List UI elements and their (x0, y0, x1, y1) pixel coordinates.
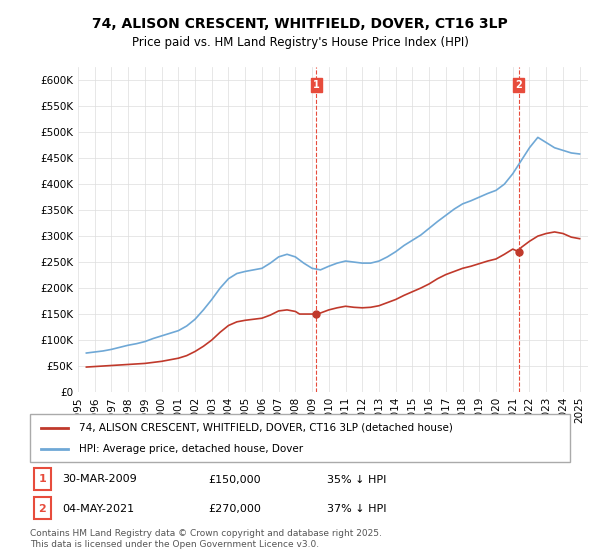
Text: 2: 2 (515, 80, 522, 90)
Text: 37% ↓ HPI: 37% ↓ HPI (327, 504, 386, 514)
Text: 1: 1 (38, 474, 46, 484)
Text: £150,000: £150,000 (208, 474, 261, 484)
FancyBboxPatch shape (34, 497, 50, 520)
Text: HPI: Average price, detached house, Dover: HPI: Average price, detached house, Dove… (79, 444, 303, 454)
Text: 2: 2 (38, 504, 46, 514)
FancyBboxPatch shape (34, 468, 50, 490)
Text: Contains HM Land Registry data © Crown copyright and database right 2025.
This d: Contains HM Land Registry data © Crown c… (30, 529, 382, 549)
Text: 30-MAR-2009: 30-MAR-2009 (62, 474, 137, 484)
Text: 04-MAY-2021: 04-MAY-2021 (62, 504, 134, 514)
Text: 1: 1 (313, 80, 320, 90)
Text: 74, ALISON CRESCENT, WHITFIELD, DOVER, CT16 3LP (detached house): 74, ALISON CRESCENT, WHITFIELD, DOVER, C… (79, 423, 452, 433)
Text: £270,000: £270,000 (208, 504, 261, 514)
Text: 35% ↓ HPI: 35% ↓ HPI (327, 474, 386, 484)
Text: Price paid vs. HM Land Registry's House Price Index (HPI): Price paid vs. HM Land Registry's House … (131, 36, 469, 49)
FancyBboxPatch shape (30, 414, 570, 462)
Text: 74, ALISON CRESCENT, WHITFIELD, DOVER, CT16 3LP: 74, ALISON CRESCENT, WHITFIELD, DOVER, C… (92, 17, 508, 31)
